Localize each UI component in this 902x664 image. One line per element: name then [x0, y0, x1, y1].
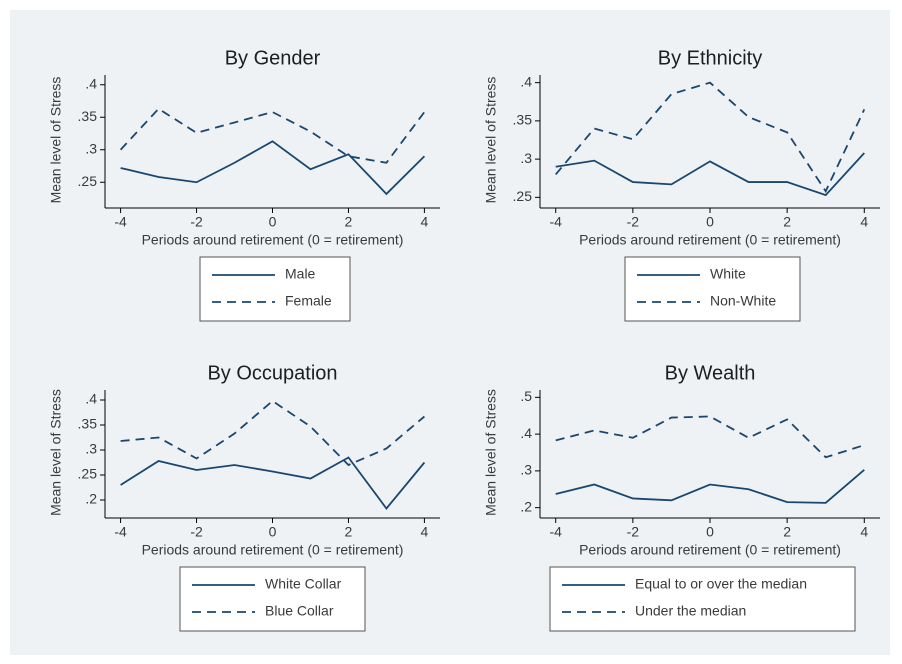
chart-title: By Gender [225, 47, 321, 69]
y-axis-label: Mean level of Stress [48, 389, 64, 516]
y-axis-label: Mean level of Stress [48, 77, 64, 204]
legend-box [549, 566, 856, 632]
y-tick-label: .4 [85, 75, 97, 91]
series-line [119, 107, 426, 164]
y-tick-label: .2 [85, 491, 97, 507]
x-axis-label: Periods around retirement (0 = retiremen… [579, 542, 841, 558]
y-tick-label: .4 [520, 425, 532, 441]
y-axis-label: Mean level of Stress [483, 389, 499, 516]
y-tick-label: .4 [520, 73, 532, 89]
legend-label: Equal to or over the median [635, 576, 807, 592]
x-tick-label: 2 [345, 214, 353, 230]
series-line [555, 415, 865, 459]
legend-label: White Collar [265, 576, 342, 592]
chart-title: By Occupation [207, 362, 337, 384]
y-axis-label: Mean level of Stress [483, 77, 499, 204]
series-line [120, 140, 426, 196]
chart-title: By Wealth [665, 362, 756, 384]
series-line [120, 456, 426, 510]
series-line [555, 152, 865, 197]
legend-label: Male [285, 266, 316, 282]
x-tick-label: -2 [190, 524, 203, 540]
x-tick-label: 4 [860, 524, 868, 540]
x-axis-label: Periods around retirement (0 = retiremen… [579, 232, 841, 248]
y-tick-label: .3 [520, 462, 532, 478]
x-tick-label: 2 [783, 524, 791, 540]
x-tick-label: -4 [549, 214, 562, 230]
legend-label: Female [285, 293, 332, 309]
x-tick-label: 0 [706, 524, 714, 540]
y-tick-label: .3 [85, 441, 97, 457]
y-tick-label: .5 [520, 388, 532, 404]
y-tick-label: .25 [78, 173, 98, 189]
x-tick-label: 2 [783, 214, 791, 230]
series-line [120, 399, 425, 467]
legend-label: White [710, 266, 746, 282]
x-tick-label: -2 [190, 214, 203, 230]
x-tick-label: -4 [114, 214, 127, 230]
legend-label: Under the median [635, 603, 746, 619]
x-tick-label: 0 [269, 214, 277, 230]
y-tick-label: .3 [85, 140, 97, 156]
x-tick-label: 2 [345, 524, 353, 540]
x-tick-label: -4 [114, 524, 127, 540]
x-tick-label: 0 [269, 524, 277, 540]
x-tick-label: -4 [549, 524, 562, 540]
legend-box [624, 256, 801, 322]
y-tick-label: .2 [520, 498, 532, 514]
y-tick-label: .25 [513, 188, 533, 204]
x-tick-label: 0 [706, 214, 714, 230]
x-tick-label: 4 [860, 214, 868, 230]
x-tick-label: 4 [421, 524, 429, 540]
series-line [555, 469, 865, 504]
x-tick-label: 4 [421, 214, 429, 230]
figure-background [10, 10, 890, 655]
y-tick-label: .35 [78, 108, 98, 124]
y-tick-label: .25 [78, 466, 98, 482]
x-axis-label: Periods around retirement (0 = retiremen… [142, 232, 404, 248]
x-tick-label: -2 [627, 524, 640, 540]
y-tick-label: .3 [520, 150, 532, 166]
legend-box [199, 256, 351, 322]
y-tick-label: .4 [85, 391, 97, 407]
legend-label: Non-White [710, 293, 776, 309]
legend-label: Blue Collar [265, 603, 334, 619]
y-tick-label: .35 [513, 112, 533, 128]
chart-title: By Ethnicity [658, 47, 762, 69]
x-axis-label: Periods around retirement (0 = retiremen… [142, 542, 404, 558]
y-tick-label: .35 [78, 416, 98, 432]
series-line [555, 81, 866, 194]
x-tick-label: -2 [627, 214, 640, 230]
legend-box [179, 566, 366, 632]
